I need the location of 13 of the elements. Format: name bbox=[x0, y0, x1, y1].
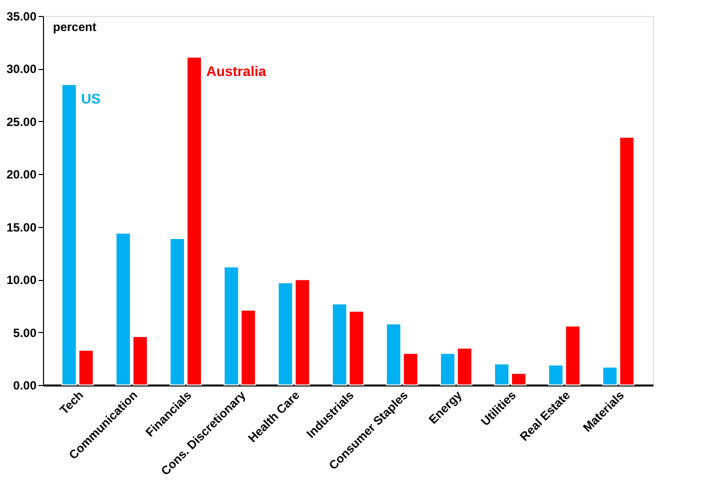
y-tick-label: 0.00 bbox=[13, 378, 37, 392]
bar bbox=[348, 310, 364, 386]
y-tick-label: 20.00 bbox=[6, 168, 37, 182]
y-axis-title: percent bbox=[53, 20, 96, 34]
y-tick-label: 35.00 bbox=[6, 10, 37, 24]
y-tick-label: 10.00 bbox=[6, 273, 37, 288]
y-tick-label: 25.00 bbox=[6, 114, 37, 129]
series-label: US bbox=[81, 90, 101, 107]
y-tick-label: 30.00 bbox=[6, 62, 37, 76]
bar bbox=[332, 303, 348, 386]
y-tick-label: 5.00 bbox=[13, 326, 37, 340]
y-tick-label: 15.00 bbox=[6, 220, 37, 234]
series-label: Australia bbox=[206, 63, 266, 80]
